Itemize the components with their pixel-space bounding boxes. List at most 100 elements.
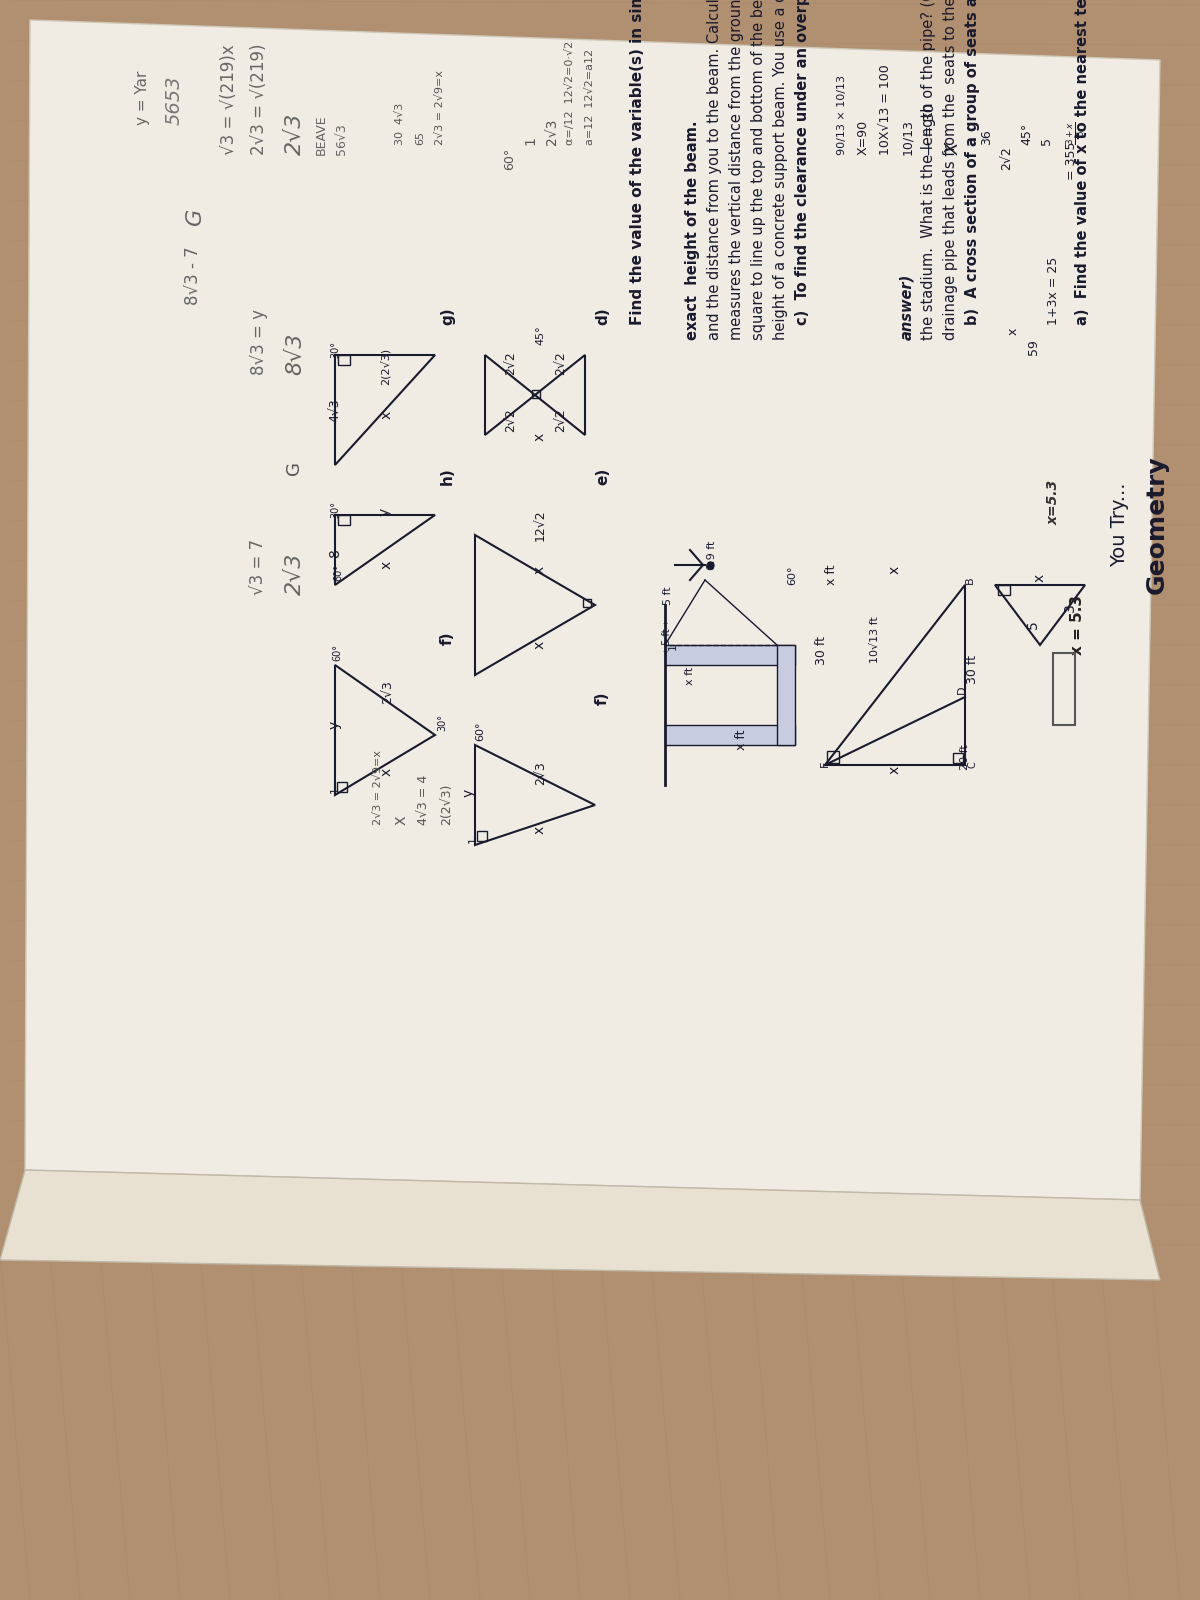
Text: 60°: 60°	[334, 565, 343, 581]
Text: F: F	[820, 760, 830, 766]
Text: b)  A cross section of a group of seats at a stadium shows a: b) A cross section of a group of seats a…	[965, 0, 980, 325]
Text: x: x	[380, 562, 394, 570]
Text: x: x	[888, 566, 902, 574]
Text: x: x	[533, 432, 547, 442]
Text: 59: 59	[1027, 339, 1040, 355]
Text: measures the vertical distance from the ground to your eye: measures the vertical distance from the …	[730, 0, 744, 341]
Text: $\frac{3+x}{5}$: $\frac{3+x}{5}$	[1066, 122, 1087, 146]
Polygon shape	[665, 725, 796, 746]
Text: 2√2: 2√2	[504, 350, 516, 374]
Text: 5: 5	[1026, 621, 1040, 629]
Text: 2√2: 2√2	[504, 408, 516, 432]
Text: x: x	[1033, 574, 1046, 582]
Text: 10√13 ft: 10√13 ft	[870, 616, 880, 664]
Text: — = 30: — = 30	[923, 104, 937, 155]
Text: and the distance from you to the beam. Calculate the: and the distance from you to the beam. C…	[707, 0, 722, 341]
Text: d): d)	[595, 307, 610, 325]
Text: x: x	[380, 768, 394, 776]
Text: D: D	[958, 686, 967, 694]
Text: 2√2: 2√2	[553, 408, 566, 432]
Text: g): g)	[440, 307, 455, 325]
Text: 30 ft: 30 ft	[815, 635, 828, 666]
Text: BEAVE: BEAVE	[314, 114, 328, 155]
Text: 30°: 30°	[330, 501, 340, 518]
Polygon shape	[778, 645, 796, 746]
Text: 5 ft: 5 ft	[662, 586, 673, 605]
Text: x: x	[533, 826, 547, 834]
Bar	[0, 1250, 1200, 1600]
Text: x = 5.3: x = 5.3	[1070, 595, 1085, 654]
Text: 1: 1	[468, 835, 478, 843]
Text: h): h)	[440, 467, 455, 485]
Text: x ft: x ft	[734, 730, 748, 750]
Text: 8√3: 8√3	[286, 333, 305, 374]
Text: 2√3 = √(219): 2√3 = √(219)	[250, 43, 268, 155]
Text: 65: 65	[415, 131, 425, 146]
Text: answer): answer)	[899, 274, 914, 341]
Text: C: C	[967, 762, 977, 768]
Text: X: X	[395, 816, 409, 826]
Text: 8√3 - 7: 8√3 - 7	[185, 246, 203, 306]
Text: G: G	[185, 208, 205, 226]
Text: 90/13 × 10/13: 90/13 × 10/13	[838, 75, 847, 155]
Text: 2√3: 2√3	[286, 112, 305, 155]
Text: 30 ft: 30 ft	[966, 656, 979, 685]
Text: 45°: 45°	[1020, 123, 1033, 146]
Text: x: x	[380, 411, 394, 419]
Text: drainage pipe that leads from the  seats to the inside of: drainage pipe that leads from the seats …	[943, 0, 958, 341]
Text: Geometry: Geometry	[1145, 456, 1169, 594]
Text: exact  height of the beam.: exact height of the beam.	[685, 120, 700, 341]
Text: 2(2√3): 2(2√3)	[440, 784, 454, 826]
Text: x: x	[533, 566, 547, 574]
Text: square to line up the top and bottom of the beam. Your friend: square to line up the top and bottom of …	[751, 0, 766, 341]
Text: f): f)	[595, 691, 610, 706]
Text: y = Yar: y = Yar	[134, 70, 150, 125]
Text: √3 = √(219)x: √3 = √(219)x	[220, 45, 238, 155]
Text: 1: 1	[668, 643, 678, 650]
Text: 2(2√3): 2(2√3)	[379, 349, 390, 386]
Text: 30°: 30°	[330, 341, 340, 358]
Text: a)  Find the value of x to the nearest tenth.: a) Find the value of x to the nearest te…	[1075, 0, 1090, 325]
Text: 4√3 = 4: 4√3 = 4	[418, 774, 430, 826]
Text: ←5 ft→: ←5 ft→	[662, 621, 672, 653]
Text: 2√2: 2√2	[553, 350, 566, 374]
Text: 30°: 30°	[437, 714, 446, 731]
Text: 60°: 60°	[503, 147, 516, 170]
Text: y: y	[378, 509, 392, 517]
Text: x: x	[888, 766, 902, 774]
Text: 10/13: 10/13	[901, 118, 914, 155]
Text: 2√3: 2√3	[545, 118, 559, 146]
Text: x=5.3: x=5.3	[1046, 480, 1061, 525]
Text: f): f)	[440, 632, 455, 645]
Text: Find the value of the variable(s) in simplest radical form:: Find the value of the variable(s) in sim…	[630, 0, 646, 325]
Text: G: G	[286, 461, 302, 475]
Polygon shape	[665, 645, 796, 666]
Text: 12√2: 12√2	[534, 509, 546, 541]
Text: 20 ft: 20 ft	[960, 744, 970, 770]
Text: 60°: 60°	[475, 722, 485, 741]
Text: 8: 8	[328, 549, 342, 557]
Text: X=90: X=90	[857, 120, 870, 155]
Text: You Try...: You Try...	[1110, 483, 1129, 568]
Text: 2√3: 2√3	[380, 680, 394, 704]
Text: 1: 1	[523, 136, 538, 146]
Text: x: x	[1007, 328, 1020, 334]
Text: α=/12  12√2=0·√2: α=/12 12√2=0·√2	[565, 40, 575, 146]
Text: 10X√13 = 100: 10X√13 = 100	[878, 64, 892, 155]
Polygon shape	[0, 1170, 1160, 1280]
Text: x ft: x ft	[685, 667, 695, 685]
Text: y: y	[462, 789, 476, 797]
Text: the stadium.  What is the length of the pipe? (Give exact: the stadium. What is the length of the p…	[922, 0, 936, 341]
Text: 2√3 = 2√9=x: 2√3 = 2√9=x	[373, 750, 383, 826]
Text: 8√3 = y: 8√3 = y	[250, 309, 268, 374]
Text: 36: 36	[980, 130, 994, 146]
Text: X: X	[946, 142, 964, 155]
Text: e): e)	[595, 467, 610, 485]
Text: = 355: = 355	[1066, 141, 1078, 179]
Text: 1+3x = 25: 1+3x = 25	[1046, 256, 1060, 325]
Text: 2√3: 2√3	[534, 762, 546, 786]
Text: 2√2: 2√2	[1000, 146, 1013, 170]
Text: 30  4√3: 30 4√3	[395, 102, 406, 146]
Text: 6.9 ft: 6.9 ft	[707, 541, 718, 570]
Text: a=12  12√2=a12: a=12 12√2=a12	[586, 50, 595, 146]
